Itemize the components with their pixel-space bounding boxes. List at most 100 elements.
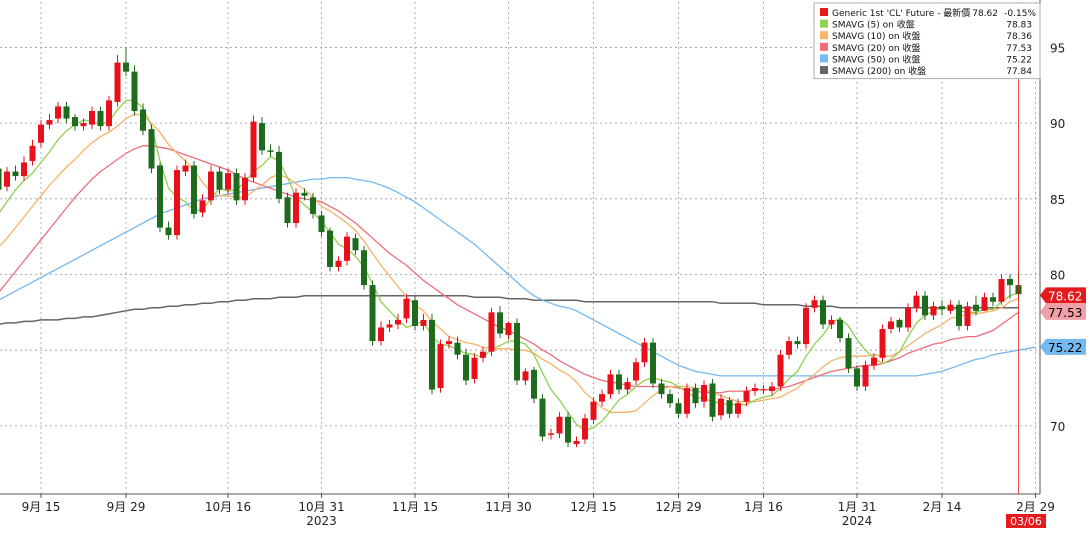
candle-body	[123, 62, 129, 72]
candle	[752, 383, 758, 396]
legend-value: 77.53	[1006, 44, 1032, 54]
legend-value: 78.36	[1006, 32, 1032, 42]
candle	[590, 397, 597, 425]
candle	[930, 301, 937, 320]
candle	[429, 313, 435, 395]
candle	[216, 167, 223, 195]
candle-body	[548, 433, 554, 435]
candle-body	[174, 170, 180, 236]
candle-body	[276, 151, 282, 199]
candle-body	[522, 371, 529, 381]
candle-body	[293, 192, 299, 224]
candle-body	[386, 324, 393, 328]
last-date-label: 03/06	[1010, 515, 1042, 528]
candle	[38, 120, 44, 148]
legend-value: 78.83	[1006, 21, 1032, 31]
candle	[29, 139, 36, 166]
candle	[276, 145, 282, 204]
candle-body	[565, 416, 571, 443]
candle-body	[879, 328, 886, 358]
candle	[981, 292, 988, 311]
candle	[845, 333, 852, 373]
candle-body	[939, 306, 945, 310]
candle	[395, 313, 401, 329]
candle	[233, 168, 240, 205]
candle-body	[964, 306, 971, 326]
candle	[89, 106, 95, 130]
candle-body	[735, 403, 741, 414]
candle	[692, 383, 699, 408]
legend-entry: SMAVG (50) on 收盤 75.22	[820, 53, 1032, 65]
candle	[871, 353, 877, 370]
candle	[242, 173, 248, 205]
candle-body	[913, 295, 920, 308]
candle-body	[284, 197, 291, 224]
candle-body	[335, 260, 342, 267]
candle-body	[684, 388, 690, 414]
legend-swatch	[820, 66, 828, 74]
candle	[888, 316, 894, 334]
candle-body	[446, 341, 452, 345]
candle	[72, 114, 78, 131]
candle	[837, 316, 843, 343]
candle-body	[55, 106, 61, 119]
legend-name: Generic 1st 'CL' Future - 最新價	[832, 7, 970, 19]
candle-body	[573, 441, 580, 445]
candle-body	[590, 401, 597, 420]
candle-body	[896, 319, 903, 328]
candle	[191, 160, 197, 219]
candle-body	[1007, 279, 1013, 286]
candle-body	[352, 238, 359, 251]
candle	[522, 368, 529, 386]
candle-body	[454, 342, 461, 355]
candle-body	[267, 150, 274, 152]
candle-body	[531, 369, 537, 399]
candle	[497, 306, 503, 339]
candle-body	[38, 124, 44, 143]
candle	[531, 366, 537, 404]
candle	[310, 192, 316, 219]
legend-name: SMAVG (5) on 收盤	[832, 19, 915, 31]
candle	[939, 300, 945, 316]
candle	[998, 274, 1005, 305]
candle	[658, 378, 665, 399]
candle-body	[811, 300, 818, 308]
candle	[607, 369, 614, 399]
candle	[803, 303, 809, 349]
candle-body	[301, 192, 308, 196]
legend-value: 78.62	[972, 9, 998, 19]
legend-name: SMAVG (10) on 收盤	[832, 30, 920, 42]
candle	[361, 245, 367, 290]
candle	[947, 300, 954, 314]
candle-body	[165, 227, 172, 236]
legend-name: SMAVG (20) on 收盤	[832, 42, 920, 54]
candle-body	[437, 344, 444, 389]
candle-body	[582, 418, 588, 440]
candle-body	[318, 215, 325, 233]
candle-body	[369, 285, 376, 342]
year-label: 2023	[306, 514, 337, 528]
candle	[964, 301, 971, 331]
y-tick-label: 90	[1050, 117, 1065, 131]
candles	[0, 47, 1022, 448]
candle	[97, 106, 104, 131]
candle	[505, 321, 512, 340]
candle	[454, 336, 461, 360]
candle	[854, 365, 860, 392]
candle-body	[72, 117, 78, 127]
candle	[879, 324, 886, 363]
candle	[514, 318, 520, 386]
candle	[599, 389, 605, 407]
candle-body	[250, 121, 257, 178]
candle	[267, 144, 274, 157]
candle-body	[981, 297, 988, 311]
candle	[148, 124, 155, 174]
candle	[565, 412, 571, 448]
legend-entry: SMAVG (10) on 收盤 78.36	[820, 30, 1032, 42]
candle-body	[675, 403, 682, 414]
candle	[990, 292, 996, 307]
candle-body	[769, 386, 775, 392]
candle-body	[488, 312, 495, 352]
price-tag-bg	[1040, 287, 1086, 304]
